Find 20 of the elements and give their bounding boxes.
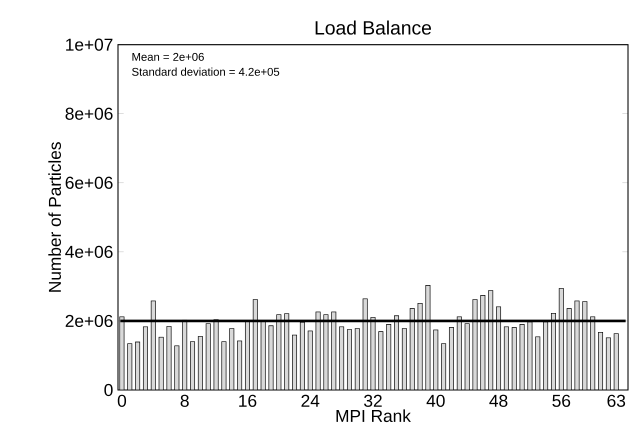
x-tick-label: 8 (180, 394, 189, 407)
x-tick-label: 32 (364, 394, 382, 407)
x-tick-label: 48 (489, 394, 508, 407)
y-tick-label: 6e+06 (66, 176, 113, 189)
x-tick-label: 63 (608, 394, 626, 407)
x-tick-label: 24 (302, 394, 320, 407)
annotation: Standard deviation = 4.2e+05 (132, 68, 280, 76)
x-tick-label: 56 (552, 394, 570, 407)
chart-title: Load Balance (316, 20, 432, 35)
x-tick-label: 40 (426, 394, 445, 407)
x-tick-label: 16 (239, 394, 256, 407)
x-tick-label: 0 (118, 394, 126, 407)
annotation: Mean = 2e+06 (132, 52, 204, 61)
x-axis-title: MPI Rank (336, 409, 411, 422)
y-tick-label: 2e+06 (66, 314, 113, 328)
y-tick-label: 4e+06 (65, 246, 113, 258)
y-tick-label: 1e+07 (66, 38, 112, 51)
y-tick-label: 8e+06 (66, 108, 113, 120)
y-tick-label: 0 (104, 384, 113, 396)
y-axis-title: Number of Particles (48, 142, 61, 292)
